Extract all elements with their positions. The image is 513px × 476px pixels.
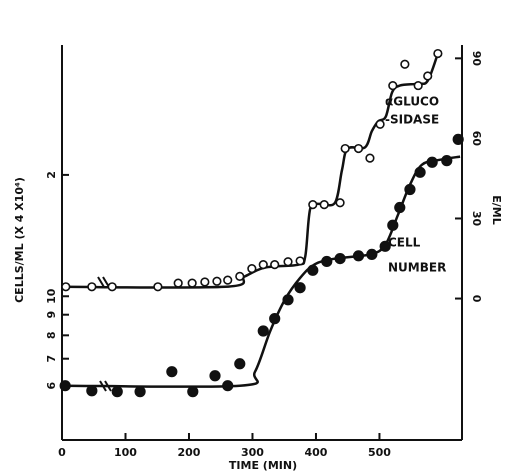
data-point xyxy=(59,380,71,392)
annotation: CELL xyxy=(388,236,421,250)
data-point xyxy=(352,250,365,262)
x-tick-label: 500 xyxy=(368,446,391,459)
data-point xyxy=(335,198,345,208)
y2-tick-label: 30 xyxy=(470,211,483,227)
y2-tick-label: 90 xyxy=(470,51,483,67)
data-point xyxy=(441,155,453,167)
data-point xyxy=(200,277,210,287)
data-point xyxy=(187,278,197,288)
data-point xyxy=(223,275,233,285)
data-point xyxy=(258,260,268,270)
x-tick-label: 0 xyxy=(58,446,66,459)
data-point xyxy=(107,282,117,292)
annotation: -SIDASE xyxy=(385,113,439,127)
data-point xyxy=(295,256,305,266)
data-point xyxy=(387,219,399,231)
data-point xyxy=(283,257,293,267)
y2-axis-title: E/ML xyxy=(490,195,503,225)
data-point xyxy=(269,313,281,325)
data-point xyxy=(235,271,245,281)
data-point xyxy=(61,282,71,292)
annotation: NUMBER xyxy=(388,261,446,275)
data-point xyxy=(404,183,416,196)
y-tick-label: 6 xyxy=(45,382,58,390)
x-tick-label: 200 xyxy=(177,446,200,459)
y-tick-label: 8 xyxy=(45,332,58,340)
data-point xyxy=(173,278,183,288)
data-point xyxy=(166,366,178,378)
x-tick-label: 400 xyxy=(304,446,327,459)
data-point xyxy=(388,80,398,91)
data-point xyxy=(400,59,410,69)
data-point xyxy=(452,133,464,145)
y-tick-label: 10 xyxy=(45,288,58,304)
data-point xyxy=(153,282,163,292)
y2-tick-label: 0 xyxy=(470,295,483,303)
data-point xyxy=(379,240,391,252)
data-point xyxy=(270,260,280,270)
data-point xyxy=(247,264,257,274)
data-point xyxy=(86,385,98,397)
data-point xyxy=(414,166,426,178)
data-point xyxy=(366,248,378,261)
data-point xyxy=(365,153,375,163)
fit-curve xyxy=(61,53,440,289)
data-point xyxy=(222,380,234,392)
y-tick-label: 7 xyxy=(45,355,58,363)
data-point xyxy=(433,48,443,59)
y2-tick-label: 60 xyxy=(470,131,483,147)
data-point xyxy=(87,282,97,292)
data-point xyxy=(353,143,364,154)
data-point xyxy=(234,358,246,370)
data-point xyxy=(423,71,433,81)
data-point xyxy=(375,119,385,129)
data-point xyxy=(257,325,269,337)
data-point xyxy=(426,156,438,168)
data-point xyxy=(209,370,221,382)
x-tick-label: 100 xyxy=(114,446,137,459)
data-point xyxy=(308,200,318,210)
annotation: αGLUCO xyxy=(385,95,439,109)
x-axis-title: TIME (MIN) xyxy=(229,459,297,472)
data-point xyxy=(282,294,294,306)
y-tick-label: 2 xyxy=(45,171,58,179)
data-point xyxy=(394,201,406,214)
x-tick-label: 300 xyxy=(241,446,264,459)
y-tick-label: 9 xyxy=(45,311,58,319)
y-axis-title: CELLS/ML (X 4 X10⁴) xyxy=(13,177,26,303)
data-point xyxy=(134,386,146,398)
data-point xyxy=(334,252,346,265)
axis-break xyxy=(97,276,112,392)
data-point xyxy=(212,276,222,286)
data-point xyxy=(340,143,350,154)
data-point xyxy=(294,282,306,294)
data-point xyxy=(307,264,319,276)
data-point xyxy=(413,80,423,91)
data-point xyxy=(187,386,199,398)
data-point xyxy=(111,386,123,398)
data-point xyxy=(319,200,329,210)
data-point xyxy=(321,255,333,268)
